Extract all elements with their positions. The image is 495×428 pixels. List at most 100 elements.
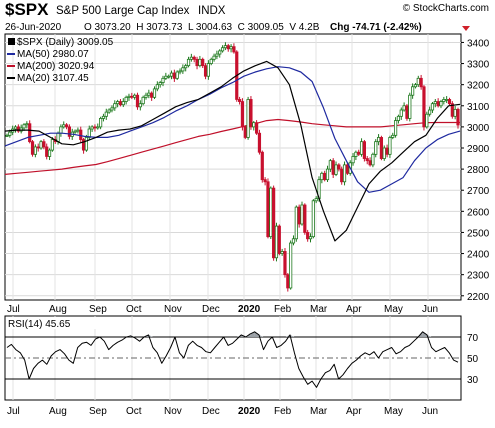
price-bar bbox=[76, 129, 80, 132]
price-bar bbox=[263, 179, 267, 183]
x-tick-label: Sep bbox=[89, 406, 107, 417]
change-label: Chg -74.71 (-2.42%) bbox=[330, 22, 422, 33]
price-tick-label: 2800 bbox=[467, 165, 490, 176]
x-tick-label: Jun bbox=[422, 406, 438, 417]
price-bar bbox=[124, 96, 128, 102]
price-bar bbox=[13, 126, 18, 130]
price-bar bbox=[50, 139, 54, 151]
price-tick-label: 2500 bbox=[467, 228, 490, 239]
rsi-tick-label: 30 bbox=[467, 375, 479, 386]
price-bar bbox=[382, 147, 386, 159]
price-tick-label: 2900 bbox=[467, 144, 490, 155]
price-bar bbox=[391, 134, 395, 138]
price-bar bbox=[269, 187, 273, 238]
price-bar bbox=[229, 46, 233, 50]
price-bar bbox=[240, 101, 245, 128]
rsi-overbought-segment bbox=[259, 334, 264, 337]
price-bar bbox=[422, 86, 426, 128]
price-bar bbox=[127, 95, 131, 98]
rsi-x-axis: Jul Aug Sep Oct Nov Dec 2020 Feb Mar Apr May Jun bbox=[7, 406, 438, 417]
price-bar bbox=[144, 94, 148, 98]
price-bar bbox=[116, 101, 120, 105]
index-name: S&P 500 Large Cap Index bbox=[56, 5, 190, 17]
ma20-line bbox=[4, 60, 461, 242]
price-bar bbox=[138, 103, 142, 108]
price-bar bbox=[450, 103, 454, 117]
price-bar bbox=[320, 172, 324, 181]
x-tick-label: Aug bbox=[49, 406, 67, 417]
legend-ma200: MA(200) 3020.94 bbox=[17, 61, 95, 72]
price-bar bbox=[118, 101, 123, 106]
price-bar bbox=[416, 77, 420, 86]
price-bar bbox=[155, 84, 159, 90]
rsi-tick-label: 70 bbox=[467, 333, 479, 344]
watermark: © StockCharts.com bbox=[403, 3, 489, 14]
price-bar bbox=[79, 129, 83, 140]
price-bar bbox=[408, 94, 412, 119]
legend-ma20: MA(20) 3107.45 bbox=[17, 73, 89, 84]
price-bar bbox=[218, 50, 222, 55]
price-bar bbox=[314, 198, 318, 202]
x-tick-label: Jul bbox=[7, 304, 20, 315]
x-tick-label: 2020 bbox=[238, 406, 261, 417]
date-label: 26-Jun-2020 bbox=[5, 22, 62, 33]
price-bar bbox=[198, 58, 202, 67]
price-bar bbox=[365, 158, 369, 162]
rsi-overbought-fill bbox=[126, 331, 432, 337]
price-bar bbox=[195, 58, 199, 67]
x-tick-label: 2020 bbox=[238, 304, 261, 315]
price-bar bbox=[249, 99, 253, 128]
ma50-line bbox=[4, 66, 461, 193]
price-bar bbox=[113, 103, 117, 109]
price-bar bbox=[371, 153, 375, 166]
price-bar bbox=[147, 92, 151, 96]
price-bar bbox=[215, 53, 219, 57]
rsi-tick-label: 50 bbox=[467, 354, 479, 365]
ma200-polyline bbox=[4, 118, 460, 175]
price-bar bbox=[101, 115, 106, 119]
price-bar bbox=[334, 164, 338, 175]
price-bar bbox=[430, 103, 435, 111]
price-bar bbox=[456, 108, 460, 126]
price-bar bbox=[402, 105, 406, 111]
x-tick-label: Mar bbox=[310, 304, 328, 315]
price-bar bbox=[399, 109, 403, 117]
price-bar bbox=[192, 56, 196, 60]
price-bar bbox=[62, 124, 66, 128]
price-bar bbox=[186, 58, 191, 67]
rsi-overbought-segment bbox=[427, 334, 432, 337]
price-bar bbox=[277, 225, 281, 254]
price-tick-label: 2400 bbox=[467, 250, 490, 261]
price-bar bbox=[340, 168, 344, 183]
price-bar bbox=[419, 77, 423, 88]
price-bar bbox=[121, 101, 125, 106]
x-tick-label: Dec bbox=[202, 304, 220, 315]
price-bar bbox=[161, 77, 165, 83]
price-bar bbox=[8, 131, 12, 136]
price-bar bbox=[311, 200, 315, 238]
rsi-title: RSI(14) 45.65 bbox=[8, 319, 71, 330]
price-bar bbox=[308, 236, 313, 240]
x-tick-label: Oct bbox=[126, 406, 142, 417]
price-tick-label: 2300 bbox=[467, 271, 490, 282]
rsi-polyline bbox=[6, 331, 459, 388]
price-bar bbox=[22, 124, 26, 129]
legend-spx: $SPX (Daily) 3009.05 bbox=[17, 37, 114, 48]
rsi-y-axis: 30 50 70 bbox=[467, 333, 479, 386]
price-bar bbox=[243, 126, 247, 138]
price-bar bbox=[39, 141, 43, 149]
price-bar bbox=[425, 113, 429, 128]
rsi-label-bg bbox=[6, 317, 108, 329]
price-bars bbox=[5, 42, 460, 292]
price-bar bbox=[130, 95, 134, 98]
price-bar bbox=[428, 109, 432, 115]
price-bar bbox=[362, 141, 366, 159]
rsi-overbought-segment bbox=[148, 334, 153, 337]
legend: $SPX (Daily) 3009.05 MA(50) 2980.07 MA(2… bbox=[7, 37, 114, 84]
x-tick-label: Apr bbox=[346, 406, 362, 417]
price-bar bbox=[28, 123, 32, 143]
price-bar bbox=[294, 206, 298, 240]
symbol-title: $SPX bbox=[5, 0, 49, 19]
price-bar bbox=[286, 274, 290, 289]
